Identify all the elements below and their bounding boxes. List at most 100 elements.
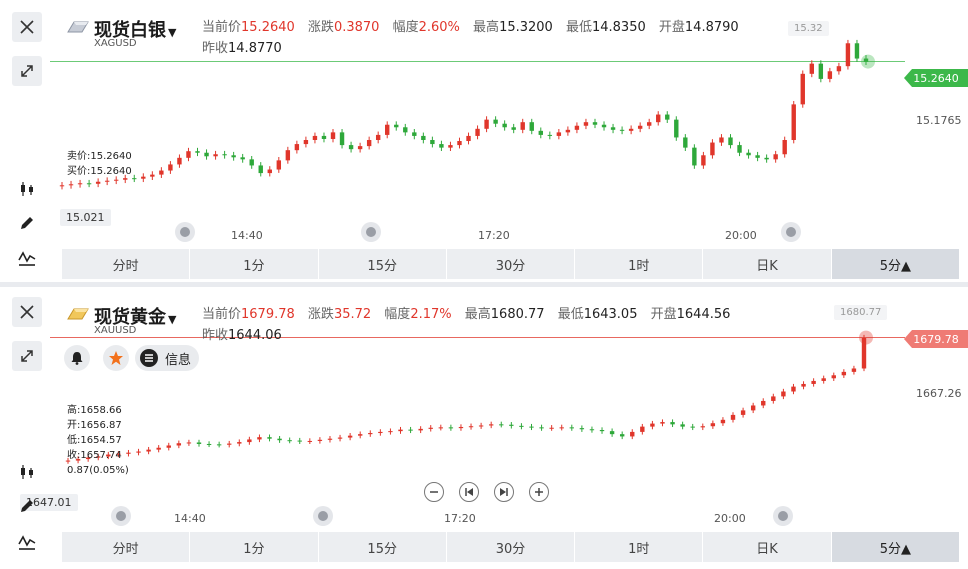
indicator-icon <box>18 251 36 266</box>
tab-daily[interactable]: 日K <box>703 249 832 279</box>
candle-body <box>337 437 343 439</box>
candle <box>385 121 390 139</box>
candle-body <box>388 431 393 433</box>
zoom-out-button[interactable] <box>424 482 444 502</box>
candle-body <box>448 427 454 429</box>
scroll-dot[interactable] <box>175 222 195 242</box>
candle <box>86 179 92 188</box>
candle <box>851 365 857 375</box>
candle-body <box>720 419 726 424</box>
scroll-dot[interactable] <box>111 506 131 526</box>
candle-body <box>176 443 182 446</box>
candle <box>720 417 726 426</box>
ohlc-close: 收:1657.74 <box>67 450 122 461</box>
tab-5min[interactable]: 5分▲ <box>831 249 960 279</box>
tab-15min[interactable]: 15分 <box>319 532 447 562</box>
tab-1min[interactable]: 1分 <box>190 249 319 279</box>
ohlc-high: 高:1658.66 <box>67 405 122 416</box>
scroll-dot[interactable] <box>361 222 381 242</box>
candle <box>782 136 787 158</box>
expand-button[interactable] <box>12 56 42 86</box>
candle <box>307 438 313 445</box>
candle-body <box>861 337 867 369</box>
candle-body <box>488 424 494 426</box>
tab-15min[interactable]: 15分 <box>319 249 447 279</box>
candle-body <box>439 144 444 148</box>
candle-body <box>827 71 833 79</box>
tab-5min[interactable]: 5分▲ <box>831 532 960 562</box>
tab-1hour[interactable]: 1时 <box>575 532 704 562</box>
instrument-title[interactable]: 现货白银 ▼ <box>94 20 177 41</box>
gold-panel: 现货黄金 ▼ XAUUSD 当前价1679.78 涨跌35.72 幅度2.17% … <box>0 287 968 569</box>
tab-timeshare[interactable]: 分时 <box>62 249 191 279</box>
candle <box>339 129 345 149</box>
candle <box>276 157 282 173</box>
candle-body <box>791 386 796 392</box>
candle-body <box>285 150 291 161</box>
candle-body <box>628 128 634 131</box>
alert-button[interactable] <box>64 345 90 371</box>
candle <box>146 446 151 455</box>
candle-body <box>366 140 372 147</box>
candle-body <box>660 422 665 424</box>
low-label: 最低 <box>565 20 592 35</box>
candle-body <box>701 155 706 166</box>
candle <box>502 120 507 131</box>
candle-body <box>159 170 164 175</box>
candle <box>529 118 534 135</box>
silver-candlestick-chart[interactable] <box>0 0 968 282</box>
candle-body <box>408 429 413 431</box>
candle <box>599 427 605 434</box>
candle-body <box>700 426 705 428</box>
candle <box>791 101 796 144</box>
draw-tool-button[interactable] <box>12 491 42 521</box>
candle <box>448 141 453 151</box>
candle <box>204 149 209 160</box>
indicator-button[interactable] <box>12 243 42 273</box>
zoom-in-button[interactable] <box>529 482 549 502</box>
time-label: 14:40 <box>231 229 263 242</box>
candle <box>403 123 408 136</box>
tab-1hour[interactable]: 1时 <box>575 249 704 279</box>
scroll-dot[interactable] <box>773 506 793 526</box>
candle <box>660 419 665 427</box>
candle <box>357 142 363 153</box>
draw-tool-button[interactable] <box>12 208 42 238</box>
gold-candlestick-chart[interactable] <box>0 287 968 569</box>
candle <box>637 122 643 133</box>
expand-button[interactable] <box>12 341 42 371</box>
candle <box>610 123 616 134</box>
scroll-dot[interactable] <box>313 506 333 526</box>
prev-label: 昨收 <box>202 328 229 343</box>
tab-30min[interactable]: 30分 <box>447 532 576 562</box>
candle <box>549 425 554 431</box>
instrument-title[interactable]: 现货黄金 ▼ <box>94 307 177 328</box>
jump-end-button[interactable] <box>494 482 514 502</box>
close-button[interactable] <box>12 297 42 327</box>
candle <box>439 140 444 151</box>
candle <box>206 441 212 448</box>
candle <box>730 412 736 423</box>
buy-price: 买价:15.2640 <box>67 166 132 177</box>
candle <box>680 421 685 430</box>
scroll-dot[interactable] <box>781 222 801 242</box>
candle <box>330 129 336 143</box>
favorite-button[interactable] <box>103 345 129 371</box>
candle <box>438 424 444 431</box>
candle <box>683 134 688 151</box>
candle-type-button[interactable] <box>12 174 42 204</box>
candle-body <box>610 127 616 130</box>
candle <box>750 402 756 414</box>
indicator-button[interactable] <box>12 527 42 557</box>
tab-daily[interactable]: 日K <box>703 532 832 562</box>
tab-30min[interactable]: 30分 <box>447 249 576 279</box>
info-button[interactable]: 信息 <box>135 345 200 371</box>
candle-type-button[interactable] <box>12 457 42 487</box>
jump-start-button[interactable] <box>459 482 479 502</box>
tab-1min[interactable]: 1分 <box>190 532 319 562</box>
tab-timeshare[interactable]: 分时 <box>62 532 191 562</box>
candle-body <box>821 378 826 381</box>
close-button[interactable] <box>12 12 42 42</box>
candle <box>845 39 851 70</box>
candle <box>665 111 670 123</box>
